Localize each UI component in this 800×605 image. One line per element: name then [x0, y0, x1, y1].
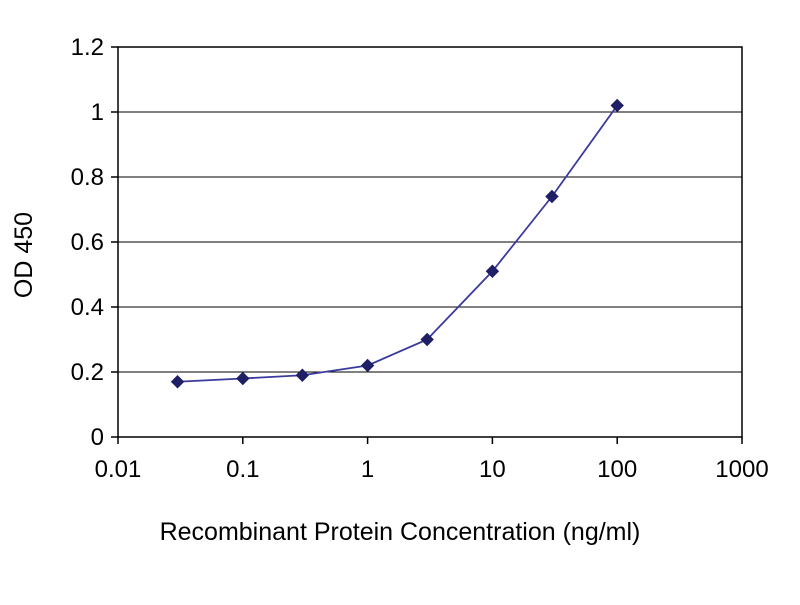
y-tick-label: 1	[91, 99, 104, 126]
gridlines	[118, 46, 742, 438]
y-axis-ticks: 0 0.2 0.4 0.6 0.8 1 1.2	[71, 34, 118, 451]
y-tick-label: 1.2	[71, 34, 104, 61]
x-tick-label: 0.01	[95, 456, 142, 483]
x-tick-label: 1	[361, 456, 374, 483]
data-point-marker	[545, 189, 559, 204]
y-tick-label: 0.2	[71, 359, 104, 386]
y-tick-label: 0	[91, 424, 104, 451]
x-axis-ticks: 0.01 0.1 1 10 100 1000	[95, 437, 769, 483]
y-tick-label: 0.8	[71, 164, 104, 191]
y-axis-label: OD 450	[10, 212, 38, 298]
data-point-marker	[360, 358, 375, 373]
data-point-marker	[420, 332, 434, 347]
data-point-marker	[610, 98, 624, 113]
data-point-marker	[236, 371, 250, 386]
data-point-marker	[485, 264, 500, 278]
data-point-marker	[295, 368, 310, 382]
x-tick-label: 100	[597, 456, 637, 483]
x-tick-label: 1000	[715, 456, 768, 483]
y-tick-label: 0.6	[71, 229, 104, 256]
x-tick-label: 0.1	[226, 456, 259, 483]
x-axis-label: Recombinant Protein Concentration (ng/ml…	[160, 518, 641, 546]
data-series	[170, 98, 624, 389]
data-series-line	[177, 104, 618, 383]
x-tick-label: 10	[479, 456, 506, 483]
y-tick-label: 0.4	[71, 294, 104, 321]
data-point-marker	[170, 375, 185, 389]
